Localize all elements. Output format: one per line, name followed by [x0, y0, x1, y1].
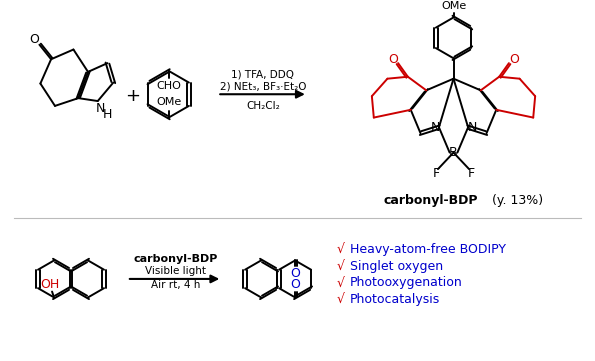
Text: O: O — [389, 53, 398, 66]
Text: Photooxygenation: Photooxygenation — [349, 276, 462, 289]
Text: F: F — [468, 168, 475, 180]
Text: O: O — [30, 33, 39, 46]
Text: Air rt, 4 h: Air rt, 4 h — [151, 280, 200, 290]
Text: carbonyl-BDP: carbonyl-BDP — [133, 255, 218, 265]
Text: B: B — [449, 146, 458, 159]
Text: OMe: OMe — [156, 97, 181, 107]
Text: √: √ — [337, 276, 345, 289]
Text: OMe: OMe — [441, 1, 466, 11]
Text: N: N — [430, 121, 440, 134]
Text: √: √ — [337, 293, 345, 306]
Text: 1) TFA, DDQ: 1) TFA, DDQ — [231, 70, 295, 80]
Text: OH: OH — [40, 278, 60, 291]
Text: O: O — [290, 278, 300, 291]
Text: 2) NEt₃, BF₃·Et₂O: 2) NEt₃, BF₃·Et₂O — [220, 82, 306, 91]
Text: CH₂Cl₂: CH₂Cl₂ — [246, 101, 280, 111]
Text: F: F — [433, 168, 440, 180]
Text: Visible light: Visible light — [145, 266, 206, 276]
Text: Singlet oxygen: Singlet oxygen — [349, 260, 443, 273]
Text: √: √ — [337, 243, 345, 256]
Text: (y. 13%): (y. 13%) — [487, 194, 543, 207]
Text: O: O — [509, 53, 519, 66]
Text: Photocatalysis: Photocatalysis — [349, 293, 440, 306]
Text: N: N — [467, 121, 477, 134]
Text: H: H — [103, 108, 112, 121]
Text: +: + — [125, 87, 140, 105]
Text: √: √ — [337, 260, 345, 273]
Text: carbonyl-BDP: carbonyl-BDP — [384, 194, 478, 207]
Text: O: O — [290, 266, 300, 280]
Text: Heavy-atom-free BODIPY: Heavy-atom-free BODIPY — [349, 243, 506, 256]
Text: CHO: CHO — [156, 82, 181, 91]
Text: N: N — [96, 102, 105, 115]
